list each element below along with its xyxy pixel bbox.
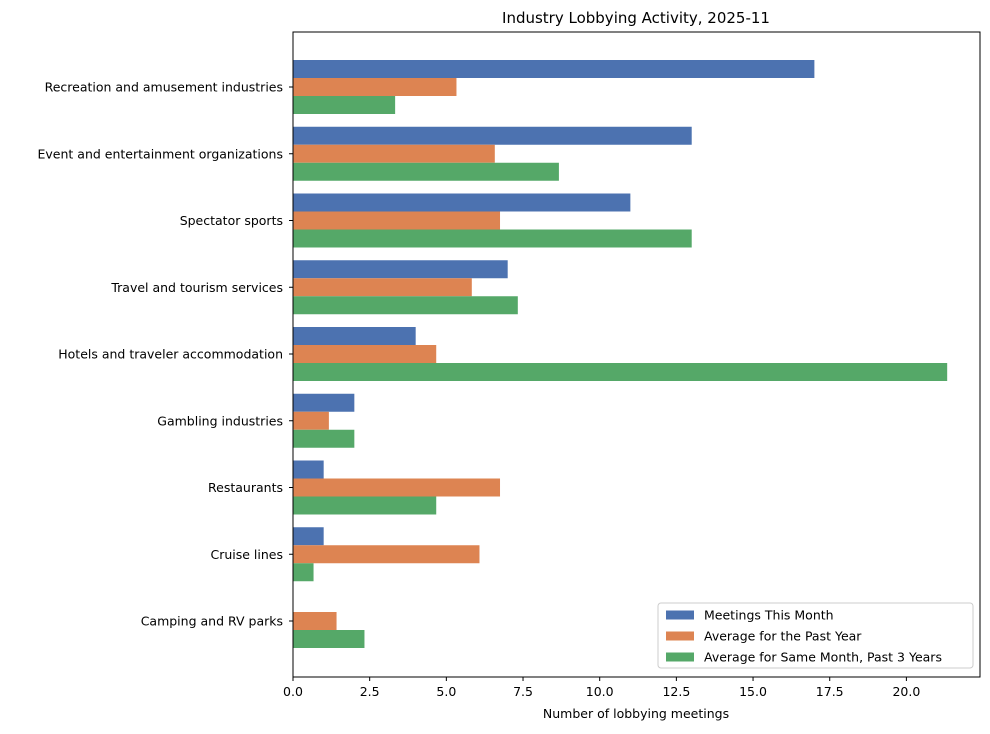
y-tick-label: Recreation and amusement industries xyxy=(45,80,283,95)
x-axis: 0.0 2.5 5.0 7.5 10.0 12.5 15.0 17.5 20.0 xyxy=(283,677,920,699)
bar-gambling-industries-series-2 xyxy=(293,411,329,430)
x-tick-label: 20.0 xyxy=(892,684,920,699)
legend: Meetings This Month Average for the Past … xyxy=(657,602,974,669)
x-tick-label: 15.0 xyxy=(739,684,767,699)
bar-restaurants-series-3 xyxy=(293,496,437,515)
x-tick-label: 2.5 xyxy=(360,684,380,699)
legend-swatch-2 xyxy=(666,631,694,641)
y-tick-label: Hotels and traveler accommodation xyxy=(58,347,283,362)
y-axis: Recreation and amusement industries Event… xyxy=(38,80,293,629)
bar-camping-and-rv-parks-series-2 xyxy=(293,612,337,630)
y-tick-label: Restaurants xyxy=(208,480,283,495)
bar-cruise-lines-series-3 xyxy=(293,563,314,582)
bar-travel-and-tourism-services-series-2 xyxy=(293,278,472,297)
bar-camping-and-rv-parks-series-3 xyxy=(293,630,365,648)
legend-label-2: Average for the Past Year xyxy=(704,629,862,644)
bar-restaurants-series-2 xyxy=(293,478,501,497)
bar-spectator-sports-series-1 xyxy=(293,193,631,212)
y-tick-label: Camping and RV parks xyxy=(141,614,283,629)
legend-label-1: Meetings This Month xyxy=(704,608,834,623)
bar-recreation-and-amusement-industries-series-1 xyxy=(293,60,815,78)
bars-layer xyxy=(293,60,948,648)
legend-swatch-3 xyxy=(666,652,694,662)
plot-frame xyxy=(292,31,981,678)
legend-label-3: Average for Same Month, Past 3 Years xyxy=(704,650,942,665)
y-tick-label: Gambling industries xyxy=(157,413,283,428)
x-tick-label: 7.5 xyxy=(513,684,533,699)
bar-hotels-and-traveler-accommodation-series-3 xyxy=(293,363,948,381)
y-tick-label: Cruise lines xyxy=(210,547,283,562)
legend-frame xyxy=(657,602,974,669)
y-tick-label: Spectator sports xyxy=(180,213,283,228)
bar-event-and-entertainment-organizations-series-1 xyxy=(293,126,692,145)
bar-travel-and-tourism-services-series-1 xyxy=(293,260,508,279)
bar-gambling-industries-series-3 xyxy=(293,429,355,448)
bar-hotels-and-traveler-accommodation-series-1 xyxy=(293,327,416,345)
y-tick-label: Event and entertainment organizations xyxy=(38,146,283,161)
chart-title: Industry Lobbying Activity, 2025-11 xyxy=(502,9,770,27)
bar-spectator-sports-series-2 xyxy=(293,211,501,230)
x-tick-label: 5.0 xyxy=(436,684,456,699)
x-tick-label: 17.5 xyxy=(816,684,844,699)
bar-cruise-lines-series-2 xyxy=(293,545,480,564)
x-tick-label: 10.0 xyxy=(586,684,614,699)
bar-travel-and-tourism-services-series-3 xyxy=(293,296,518,315)
bar-cruise-lines-series-1 xyxy=(293,527,324,546)
bar-gambling-industries-series-1 xyxy=(293,393,355,412)
x-tick-label: 12.5 xyxy=(662,684,690,699)
bar-restaurants-series-1 xyxy=(293,460,324,479)
bar-hotels-and-traveler-accommodation-series-2 xyxy=(293,345,437,363)
bar-event-and-entertainment-organizations-series-2 xyxy=(293,144,495,163)
bar-spectator-sports-series-3 xyxy=(293,229,692,248)
y-tick-label: Travel and tourism services xyxy=(110,280,283,295)
bar-event-and-entertainment-organizations-series-3 xyxy=(293,162,559,181)
bar-recreation-and-amusement-industries-series-3 xyxy=(293,96,396,114)
x-axis-label: Number of lobbying meetings xyxy=(543,706,729,721)
bar-recreation-and-amusement-industries-series-2 xyxy=(293,78,457,96)
x-tick-label: 0.0 xyxy=(283,684,303,699)
legend-swatch-1 xyxy=(666,610,694,620)
